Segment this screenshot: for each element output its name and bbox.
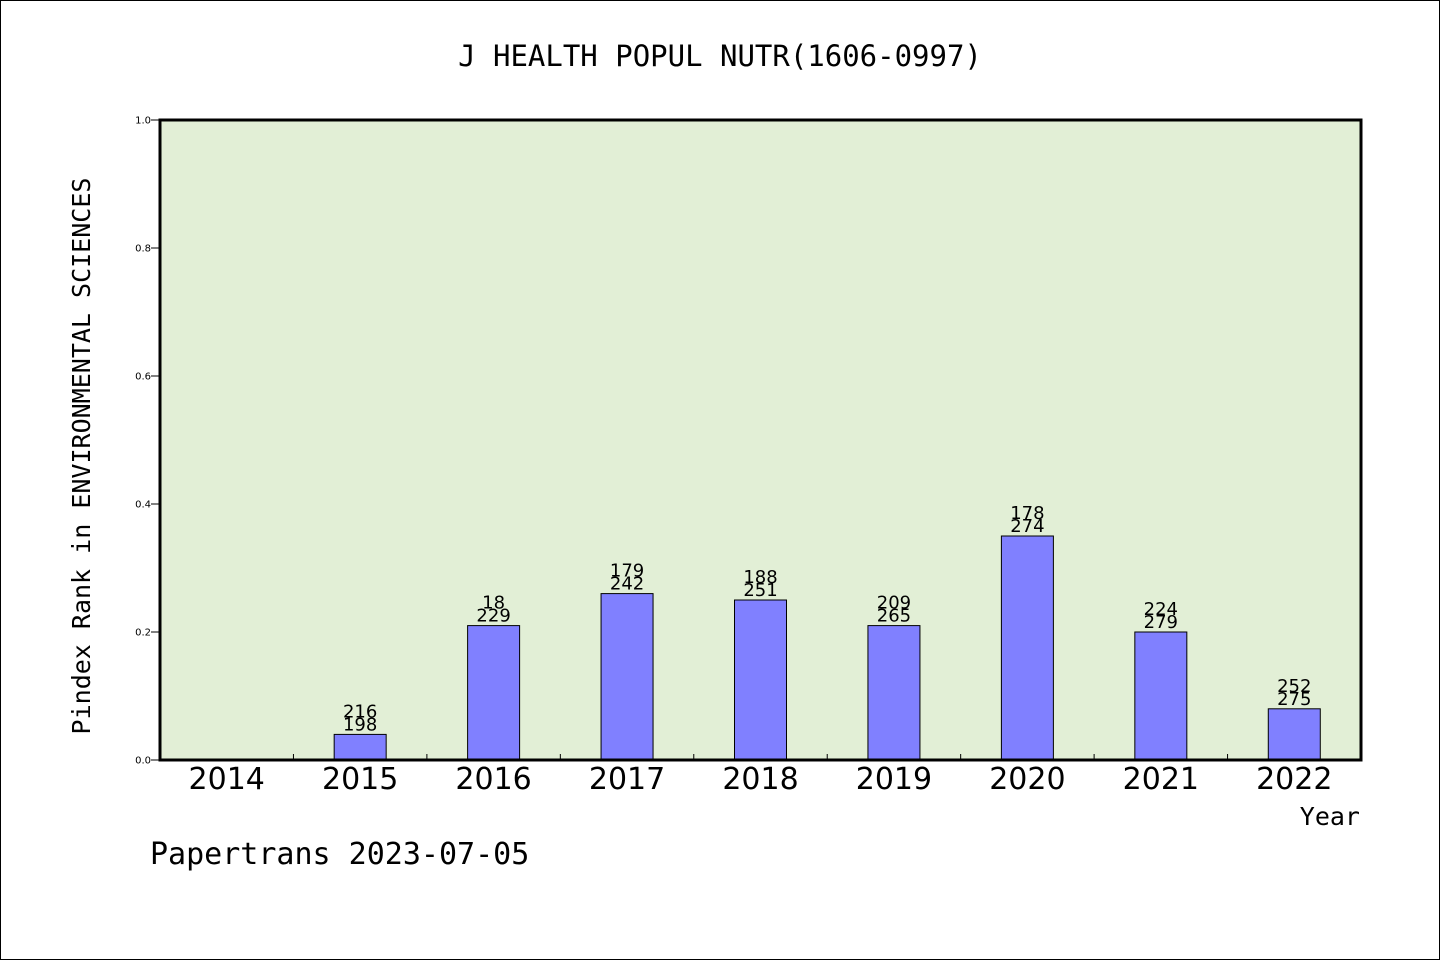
bars-layer (333, 535, 1321, 761)
y-tick-label: 1.0 (135, 116, 151, 127)
bar-2019 (867, 625, 921, 761)
y-tick-label: 0.4 (135, 500, 151, 511)
bar-2020 (1000, 535, 1054, 761)
bar-label-top: 216 (343, 701, 377, 722)
x-tick-label: 2021 (1123, 762, 1199, 797)
y-tick-label: 0.8 (135, 244, 151, 255)
bar-2017 (600, 593, 654, 761)
x-axis: 2014 2015 2016 2017 2018 2019 2020 2021 2022 (189, 754, 1332, 797)
y-tick-label: 0.2 (135, 628, 151, 639)
bar-2016 (467, 625, 521, 761)
x-tick-label: 2022 (1256, 762, 1332, 797)
chart-title: J HEALTH POPUL NUTR(1606-0997) (458, 39, 982, 73)
bar-label-bottom: 251 (743, 580, 777, 601)
x-tick-label: 2020 (989, 762, 1065, 797)
y-axis: 0.0 0.2 0.4 0.6 0.8 1.0 (135, 116, 160, 767)
bar-label-bottom: 229 (476, 606, 510, 627)
bar-label-bottom: 279 (1144, 612, 1178, 633)
x-tick-label: 2015 (322, 762, 398, 797)
y-tick-label: 0.0 (135, 756, 151, 767)
bar-label-top: 209 (877, 593, 911, 614)
bar-label-bottom: 242 (610, 574, 644, 595)
bar-label-top: 252 (1277, 676, 1311, 697)
bar-2015 (333, 733, 387, 761)
x-tick-label: 2014 (189, 762, 265, 797)
bar-label-bottom: 198 (343, 714, 377, 735)
y-tick-label: 0.6 (135, 372, 151, 383)
plot-border (158, 118, 1363, 762)
bar-label-top: 178 (1010, 503, 1044, 524)
bar-label-top: 179 (610, 561, 644, 582)
x-tick-label: 2017 (589, 762, 665, 797)
x-tick-label: 2019 (856, 762, 932, 797)
bar-label-bottom: 265 (877, 606, 911, 627)
x-axis-label: Year (1300, 802, 1360, 831)
bar-2022 (1267, 708, 1321, 761)
footer-watermark: Papertrans 2023-07-05 (150, 837, 529, 872)
bar-label-top: 18 (482, 593, 505, 614)
bar-label-bottom: 274 (1010, 516, 1044, 537)
x-tick-label: 2016 (455, 762, 531, 797)
bar-label-top: 188 (743, 567, 777, 588)
bar-label-bottom: 275 (1277, 689, 1311, 710)
bar-2021 (1134, 631, 1188, 761)
y-axis-label: Pindex Rank in ENVIRONMENTAL SCIENCES (67, 178, 96, 735)
x-tick-label: 2018 (722, 762, 798, 797)
bar-label-top: 224 (1144, 599, 1178, 620)
bar-2018 (734, 599, 787, 761)
